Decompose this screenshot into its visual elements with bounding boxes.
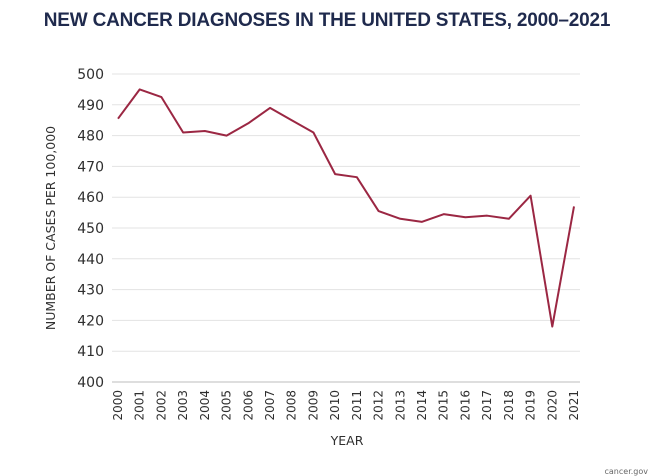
y-tick-label: 410	[77, 344, 104, 360]
source-label: cancer.gov	[604, 467, 649, 476]
x-tick-label: 2011	[350, 390, 364, 421]
chart-title: NEW CANCER DIAGNOSES IN THE UNITED STATE…	[43, 10, 611, 31]
y-tick-label: 440	[77, 252, 104, 268]
series-line	[117, 88, 575, 328]
y-tick-labels: 400 410 420 430 440 450 460 470 480 490 500	[77, 67, 104, 391]
x-axis-label: YEAR	[330, 433, 364, 448]
x-tick-label: 2017	[480, 390, 494, 421]
x-tick-label: 2008	[285, 390, 299, 421]
y-tick-label: 400	[77, 375, 104, 391]
x-tick-label: 2020	[545, 390, 559, 421]
x-tick-label: 2004	[198, 390, 212, 421]
x-tick-label: 2013	[393, 390, 407, 421]
y-tick-label: 460	[77, 190, 104, 206]
x-tick-label: 2006	[241, 390, 255, 421]
gridlines	[112, 73, 580, 383]
x-tick-label: 2009	[306, 390, 320, 421]
x-tick-label: 2018	[502, 390, 516, 421]
x-tick-label: 2021	[567, 390, 581, 421]
y-tick-label: 470	[77, 159, 104, 175]
y-tick-label: 490	[77, 98, 104, 114]
x-tick-label: 2001	[133, 390, 147, 421]
y-tick-label: 480	[77, 129, 104, 145]
x-tick-label: 2000	[111, 390, 125, 421]
x-tick-label: 2005	[220, 390, 234, 421]
x-tick-label: 2014	[415, 390, 429, 421]
x-tick-label: 2016	[458, 390, 472, 421]
x-tick-label: 2019	[524, 390, 538, 421]
y-tick-label: 500	[77, 67, 104, 83]
x-tick-label: 2015	[437, 390, 451, 421]
y-tick-label: 430	[77, 283, 104, 299]
x-tick-label: 2010	[328, 390, 342, 421]
y-axis-label: NUMBER OF CASES PER 100,000	[43, 126, 58, 330]
x-tick-label: 2003	[176, 390, 190, 421]
x-tick-label: 2012	[372, 390, 386, 421]
x-tick-label: 2002	[154, 390, 168, 421]
y-tick-label: 420	[77, 313, 104, 329]
x-tick-label: 2007	[263, 390, 277, 421]
y-tick-label: 450	[77, 221, 104, 237]
x-tick-labels: 2000 2001 2002 2003 2004 2005 2006 2007 2008 2009…	[111, 390, 581, 421]
